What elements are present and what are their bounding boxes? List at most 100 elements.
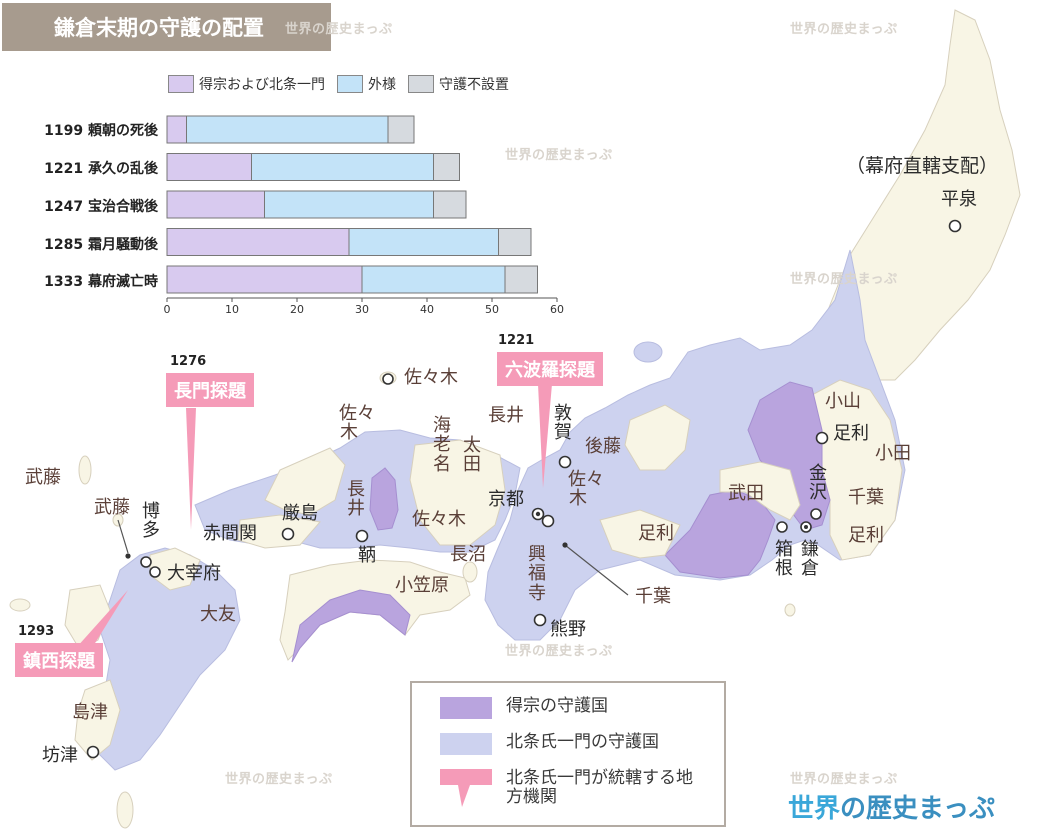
bar-tokuso-ichimon: [166, 190, 265, 219]
marker-kumano: [533, 613, 547, 627]
tandai-year-rokuhara: 1221: [498, 333, 535, 348]
land-other-chubu: [719, 461, 801, 521]
land-other-hokuriku: [624, 404, 691, 471]
label-tsuruga: 敦賀: [554, 403, 572, 444]
map-legend-item: 北条氏一門の守護国: [440, 733, 659, 755]
chart-legend-item: 守護不設置: [408, 74, 509, 94]
map-legend-label: 得宗の守護国: [506, 696, 608, 716]
map-legend-item: 得宗の守護国: [440, 697, 608, 719]
label-naganuma: 長沼: [450, 544, 486, 565]
bar-gaisama: [251, 153, 434, 181]
brand-logo: 世界の歴史まっぷ: [788, 788, 995, 825]
chart-tick-label: 50: [485, 303, 499, 316]
marker-kanazawa: [810, 508, 822, 520]
label-ashikaga-c: 足利: [638, 523, 674, 544]
marker-bonotsu: [86, 745, 100, 759]
chart-legend: 得宗および北条一門 外様 守護不設置: [168, 74, 509, 94]
muto-leader-line: [117, 519, 129, 554]
watermark: 世界の歴史まっぷ: [225, 772, 333, 787]
bar-gaisama: [348, 228, 499, 256]
label-muto-n: 武藤: [25, 467, 61, 488]
bar-fusechi: [498, 228, 532, 256]
bar-gaisama: [186, 115, 389, 144]
label-nagai-w: 長井: [347, 479, 365, 520]
label-kanazawa: 金沢: [809, 463, 827, 504]
land-other-kyushu-n: [149, 547, 201, 591]
tandai-label-rokuhara: 六波羅探題: [497, 352, 603, 386]
chart-tick-label: 0: [163, 303, 171, 316]
label-ogasawara: 小笠原: [395, 575, 449, 596]
label-sasaki-c: 佐々木: [568, 469, 604, 510]
marker-chiba-dot: [562, 542, 568, 548]
label-bonotsu: 坊津: [42, 745, 78, 766]
label-otomo: 大友: [200, 604, 236, 625]
place-markers: [86, 219, 962, 759]
label-sasaki-w: 佐々木: [339, 403, 375, 444]
label-takeda: 武田: [728, 483, 764, 504]
label-dazaifu: 大宰府: [167, 563, 221, 584]
legend-swatch-gaisama: [337, 75, 363, 93]
bar-gaisama: [361, 265, 506, 294]
tandai-label-nagato: 長門探題: [166, 373, 254, 407]
watermark: 世界の歴史まっぷ: [790, 272, 898, 287]
bar-tokuso-ichimon: [166, 153, 252, 181]
label-itsukushima: 厳島: [282, 503, 318, 524]
shugo-count-chart: [166, 115, 558, 302]
label-ashikaga-n: 足利: [833, 423, 869, 444]
brand-part2: の歴史まっぷ: [840, 794, 995, 824]
watermark: 世界の歴史まっぷ: [285, 22, 393, 37]
marker-oki: [382, 373, 394, 385]
label-hakata: 博多: [142, 501, 160, 542]
chart-tick-label: 10: [225, 303, 239, 316]
label-chiba-s: 千葉: [635, 586, 671, 607]
marker-tomo: [355, 529, 369, 543]
land-tokuso-shikoku: [291, 589, 411, 663]
marker-hakata: [140, 556, 152, 568]
chart-legend-item: 外様: [337, 74, 396, 94]
brand-part1: 世界: [788, 794, 841, 824]
label-hakone: 箱根: [775, 539, 793, 580]
legend-swatch-fusechi: [408, 75, 434, 93]
label-oyama: 小山: [825, 391, 861, 412]
marker-kamakura-dot: [804, 525, 808, 529]
island-tsushima: [78, 455, 92, 485]
chart-tick-label: 60: [550, 303, 564, 316]
label-hiraizumi: 平泉: [941, 189, 977, 210]
chart-tick-label: 30: [355, 303, 369, 316]
label-bakufu-direct: （幕府直轄支配）: [846, 155, 999, 177]
label-shimazu: 島津: [72, 702, 108, 723]
label-sasaki-s: 佐々木: [412, 509, 466, 530]
land-other-kyushu-s: [74, 679, 121, 761]
label-kumano: 熊野: [550, 619, 586, 640]
land-other-chugoku: [264, 447, 346, 516]
legend-swatch-tokuso-province: [440, 697, 492, 719]
bar-fusechi: [433, 153, 460, 181]
marker-ashikaga: [815, 431, 829, 445]
island-izu: [784, 603, 796, 617]
legend-swatch-hojo-province: [440, 733, 492, 755]
chart-tick-label: 40: [420, 303, 434, 316]
label-kyoto: 京都: [488, 489, 524, 510]
label-muto-k: 武藤: [94, 497, 130, 518]
label-oda: 小田: [875, 443, 911, 464]
bar-tokuso-ichimon: [166, 228, 350, 256]
tandai-nagato-pin: [186, 408, 196, 530]
land-tokuso-chubu: [664, 489, 776, 579]
marker-dazaifu: [149, 566, 161, 578]
marker-hiraizumi: [948, 219, 962, 233]
chart-category-label: 1221 承久の乱後: [44, 161, 158, 177]
label-chiba-e: 千葉: [848, 487, 884, 508]
bar-gaisama: [264, 190, 434, 219]
label-sasaki-island: 佐々木: [404, 367, 458, 388]
land-other-chugoku-s: [237, 514, 321, 549]
tandai-year-nagato: 1276: [170, 354, 207, 369]
chart-category-label: 1285 霜月騒動後: [44, 237, 158, 253]
bar-fusechi: [504, 265, 538, 294]
tandai-chinzei-pin: [76, 590, 128, 648]
map-legend-label: 北条氏一門が統轄する地方機関: [506, 768, 693, 807]
page-title: 鎌倉末期の守護の配置: [2, 3, 331, 51]
chart-legend-label: 得宗および北条一門: [199, 77, 325, 93]
map-legend-item: 北条氏一門が統轄する地方機関: [440, 769, 706, 809]
watermark: 世界の歴史まっぷ: [790, 22, 898, 37]
